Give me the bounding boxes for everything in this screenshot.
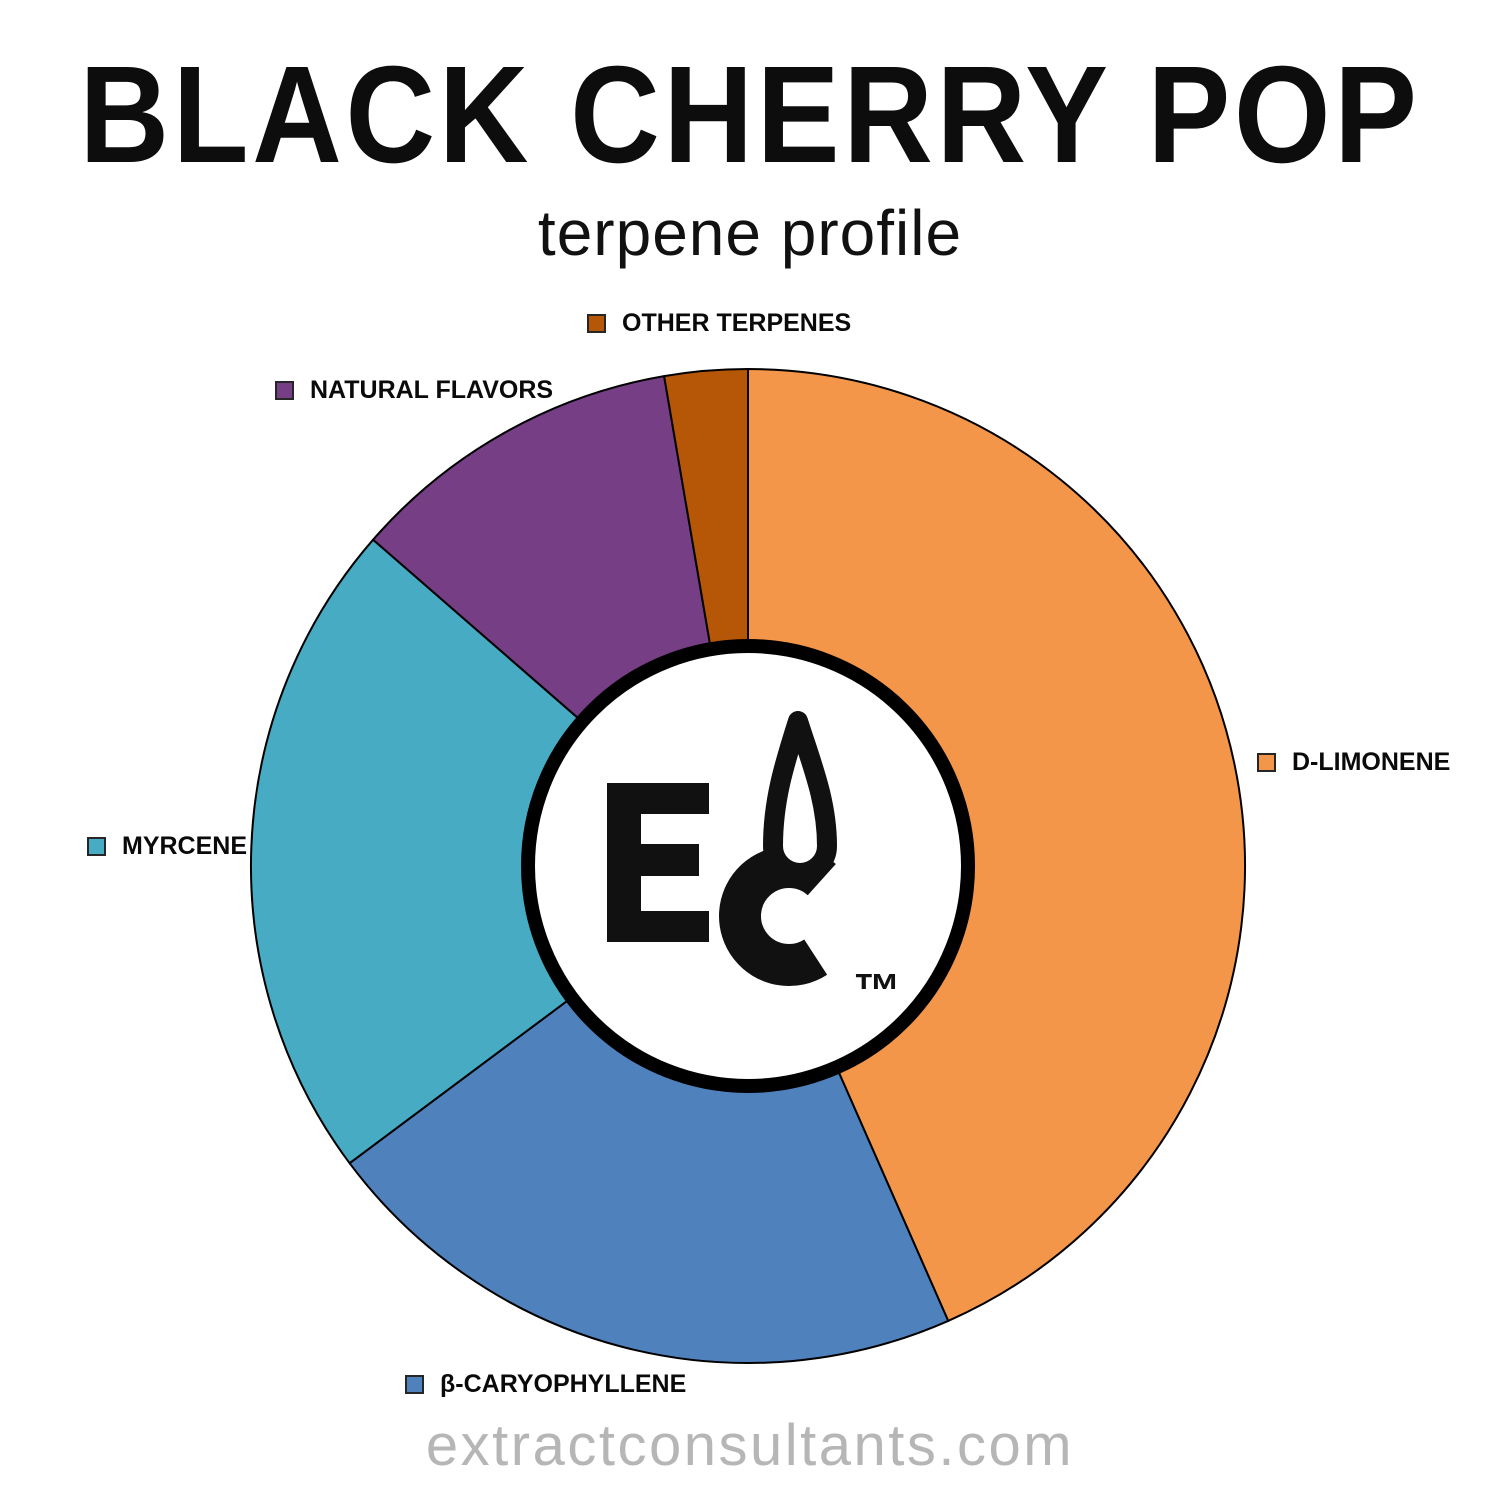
pie-segment-2	[250, 538, 749, 1165]
footer-url: extractconsultants.com	[425, 1413, 1075, 1478]
ec-logo: ™	[607, 711, 901, 1018]
legend-item-other-terpenes: OTHER TERPENES	[587, 311, 851, 336]
logo-letter-e	[607, 783, 709, 942]
droplet-icon	[763, 711, 837, 883]
legend-item-d-limonene: D-LIMONENE	[1257, 750, 1450, 775]
legend-item-b-caryophyllene: β-CARYOPHYLLENE	[405, 1372, 686, 1397]
legend-item-myrcene: MYRCENE	[87, 834, 247, 859]
legend-marker-other-terpenes	[587, 314, 606, 333]
legend-marker-myrcene	[87, 837, 106, 856]
legend-marker-b-caryophyllene	[405, 1375, 424, 1394]
legend-label-myrcene: MYRCENE	[122, 832, 248, 860]
trademark-symbol: ™	[853, 965, 901, 1018]
legend-marker-natural-flavors	[275, 381, 294, 400]
legend-label-b-caryophyllene: β-CARYOPHYLLENE	[440, 1370, 687, 1398]
pie-segment-0	[747, 368, 1247, 1322]
page-subtitle: terpene profile	[537, 197, 963, 269]
legend-item-natural-flavors: NATURAL FLAVORS	[275, 378, 553, 403]
legend-label-natural-flavors: NATURAL FLAVORS	[310, 376, 554, 404]
pie-segments	[250, 367, 1247, 1365]
page-title: BLACK CHERRY POP	[79, 38, 1421, 192]
legend-marker-d-limonene	[1257, 753, 1276, 772]
legend-label-d-limonene: D-LIMONENE	[1292, 748, 1451, 776]
legend-label-other-terpenes: OTHER TERPENES	[622, 309, 852, 337]
